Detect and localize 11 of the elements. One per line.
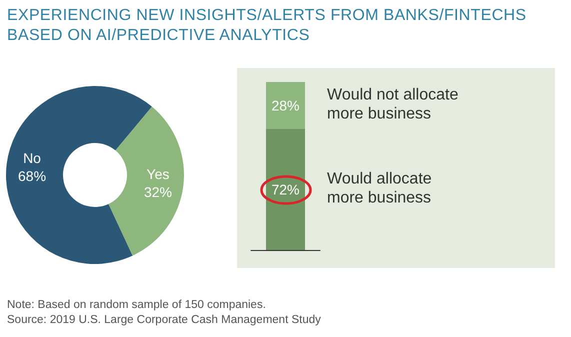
data-label: 28% bbox=[271, 98, 300, 114]
data-label: 68% bbox=[18, 168, 46, 184]
data-label: 72% bbox=[271, 182, 300, 198]
source-note: Source: 2019 U.S. Large Corporate Cash Management Study bbox=[7, 313, 321, 328]
slice-label: No bbox=[23, 150, 42, 166]
text: EXPERIENCING NEW INSIGHTS/ALERTS FROM BANKS/FINTECHS BASED ON AI/PREDICTIVE ANALYTICS bbox=[7, 6, 528, 46]
series-label: Would not allocate more business bbox=[327, 86, 463, 123]
series-label: Would allocate more business bbox=[327, 170, 436, 207]
text: Note: Based on random sample of 150 companies. bbox=[7, 298, 267, 313]
data-label: 32% bbox=[144, 184, 172, 200]
slice-label: Yes bbox=[146, 166, 170, 182]
